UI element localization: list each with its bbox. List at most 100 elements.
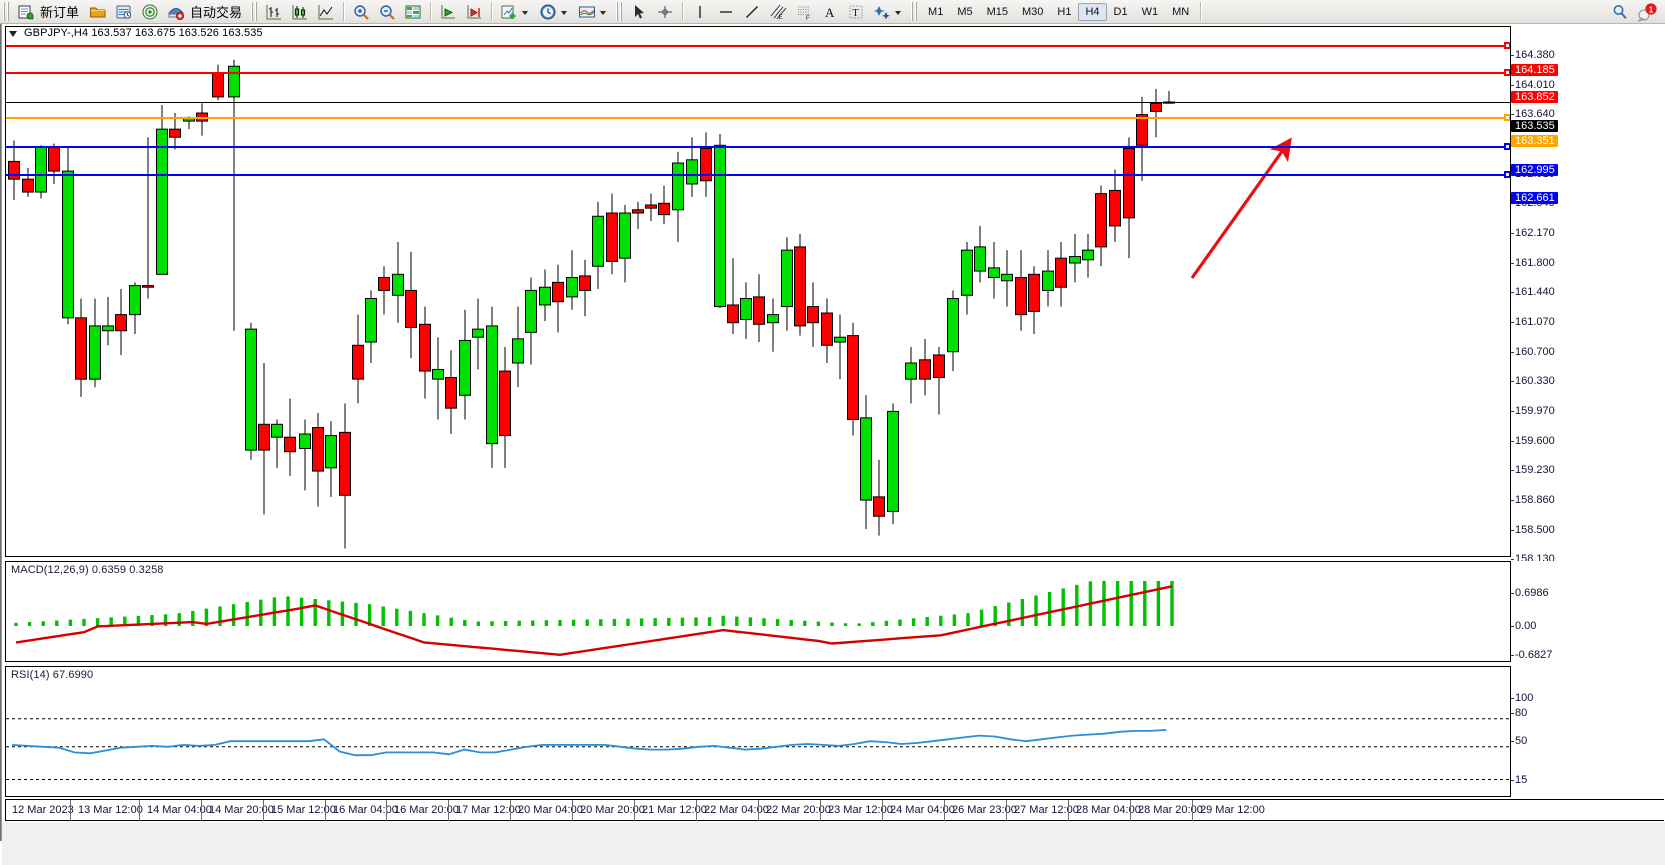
period-button[interactable] [535, 0, 574, 24]
support-line-2[interactable] [6, 174, 1510, 176]
time-divider [1130, 800, 1131, 821]
macd-scale[interactable]: 0.6986 0.00 -0.6827 [1511, 561, 1665, 662]
crosshair-icon [656, 3, 674, 21]
support-handle-2[interactable] [1504, 171, 1510, 178]
chart-collapse-icon[interactable] [9, 31, 17, 37]
price-scale[interactable]: 164.380164.010163.640163.280162.910162.5… [1511, 26, 1665, 565]
timeframe-mn[interactable]: MN [1172, 5, 1190, 18]
crosshair-button[interactable] [652, 0, 678, 24]
timeframe-d1[interactable]: D1 [1113, 5, 1128, 18]
search-button[interactable] [1607, 0, 1633, 24]
price-tickmark [1511, 233, 1514, 234]
cursor-arrow-icon [630, 3, 648, 21]
resistance-handle-2[interactable] [1504, 42, 1510, 49]
template-button[interactable] [574, 0, 613, 24]
chevron-down-icon[interactable] [522, 10, 529, 15]
price-tickmark [1511, 559, 1514, 560]
chevron-down-icon[interactable] [600, 10, 607, 15]
shift-end-icon [465, 3, 483, 21]
resistance-line-2[interactable] [6, 45, 1510, 47]
fibonacci-button[interactable]: F [791, 0, 817, 24]
equidistant-channel-button[interactable]: E [765, 0, 791, 24]
support-line-1[interactable] [6, 146, 1510, 148]
resistance-1-tag[interactable]: 163.852 [1511, 91, 1558, 103]
timeframe-h4[interactable]: H4 [1078, 2, 1107, 21]
grid-button[interactable] [400, 0, 426, 24]
resistance-line-1[interactable] [6, 72, 1510, 74]
macd-tick-label: 0.00 [1515, 620, 1537, 632]
macd-plot-area[interactable]: MACD(12,26,9) 0.6359 0.3258 [6, 562, 1510, 661]
alerts-button[interactable]: 1 [1633, 0, 1659, 24]
shift-start-button[interactable] [435, 0, 461, 24]
rsi-plot-area[interactable]: RSI(14) 67.6990 [6, 667, 1510, 796]
rsi-series [6, 718, 1510, 781]
timeframe-h1[interactable]: H1 [1057, 5, 1072, 18]
toolbar-separator-1 [343, 2, 345, 21]
price-tick-label: 164.010 [1515, 79, 1555, 91]
text-button[interactable]: A [817, 0, 843, 24]
price-plot-area[interactable] [6, 27, 1510, 556]
bar-chart-button[interactable] [261, 0, 287, 24]
shift-end-button[interactable] [461, 0, 487, 24]
macd-pane[interactable]: MACD(12,26,9) 0.6359 0.3258 [5, 561, 1511, 662]
last-price-tag[interactable]: 163.535 [1511, 120, 1558, 132]
chevron-down-icon[interactable] [895, 10, 902, 15]
entry-line[interactable] [6, 117, 1510, 119]
toolbar-grip-1[interactable] [3, 2, 10, 21]
time-divider [1192, 800, 1193, 821]
zoom-out-button[interactable] [374, 0, 400, 24]
horizontal-line-button[interactable] [713, 0, 739, 24]
market-watch-button[interactable] [111, 0, 137, 24]
time-divider [263, 800, 264, 821]
entry-level-tag[interactable]: 163.351 [1511, 135, 1558, 147]
resistance-2-tag[interactable]: 164.185 [1511, 64, 1558, 76]
new-order-button[interactable]: 新订单 [13, 0, 85, 24]
price-tick-label: 161.070 [1515, 316, 1555, 328]
resistance-handle-1[interactable] [1504, 69, 1510, 76]
cursor-button[interactable] [626, 0, 652, 24]
shapes-button[interactable] [869, 0, 908, 24]
support-2-tag[interactable]: 162.661 [1511, 192, 1558, 204]
rsi-scale[interactable]: 100 80 50 15 [1511, 666, 1665, 797]
data-window-button[interactable] [137, 0, 163, 24]
line-chart-button[interactable] [313, 0, 339, 24]
timeframe-w1[interactable]: W1 [1141, 5, 1159, 18]
bottom-strip [2, 822, 1665, 865]
price-pane[interactable] [5, 26, 1511, 557]
toolbar-grip-4[interactable] [911, 2, 919, 21]
new-order-icon [17, 3, 35, 21]
support-1-tag[interactable]: 162.995 [1511, 164, 1558, 176]
price-tick-label: 160.700 [1515, 346, 1555, 358]
vertical-line-button[interactable] [687, 0, 713, 24]
folder-button[interactable] [85, 0, 111, 24]
bullish-arrow-icon[interactable] [6, 27, 1510, 556]
toolbar-grip-3[interactable] [616, 2, 624, 21]
zoom-in-button[interactable] [348, 0, 374, 24]
toolbar-grip-2[interactable] [251, 2, 259, 21]
trendline-button[interactable] [739, 0, 765, 24]
price-tick-label: 164.380 [1515, 49, 1555, 61]
toolbar-separator-2 [430, 2, 432, 21]
timeframe-m15[interactable]: M15 [986, 5, 1008, 18]
time-tick-label: 14 Mar 20:00 [209, 804, 274, 816]
time-tick-label: 27 Mar 12:00 [1014, 804, 1079, 816]
rsi-tickmark [1511, 741, 1514, 742]
rsi-pane[interactable]: RSI(14) 67.6990 [5, 666, 1511, 797]
text-label-button[interactable]: T [843, 0, 869, 24]
add-indicator-button[interactable] [496, 0, 535, 24]
auto-trading-button[interactable]: 自动交易 [163, 0, 248, 24]
chart-window[interactable]: GBPJPY-,H4 163.537 163.675 163.526 163.5… [0, 24, 1665, 865]
candlestick-chart-button[interactable] [287, 0, 313, 24]
rsi-tickmark [1511, 713, 1514, 714]
entry-handle[interactable] [1504, 114, 1510, 121]
support-handle-1[interactable] [1504, 143, 1510, 150]
timeframe-m1[interactable]: M1 [928, 5, 944, 18]
rsi-tick-label: 100 [1515, 692, 1534, 704]
svg-text:E: E [779, 15, 783, 21]
timeframe-m5[interactable]: M5 [957, 5, 973, 18]
time-tick-label: 16 Mar 04:00 [333, 804, 398, 816]
chevron-down-icon[interactable] [561, 10, 568, 15]
timeframe-m30[interactable]: M30 [1022, 5, 1044, 18]
time-axis[interactable]: 12 Mar 2023 13 Mar 12:00 14 Mar 04:00 14 Ma… [5, 799, 1664, 821]
time-tick-label: 20 Mar 20:00 [580, 804, 645, 816]
